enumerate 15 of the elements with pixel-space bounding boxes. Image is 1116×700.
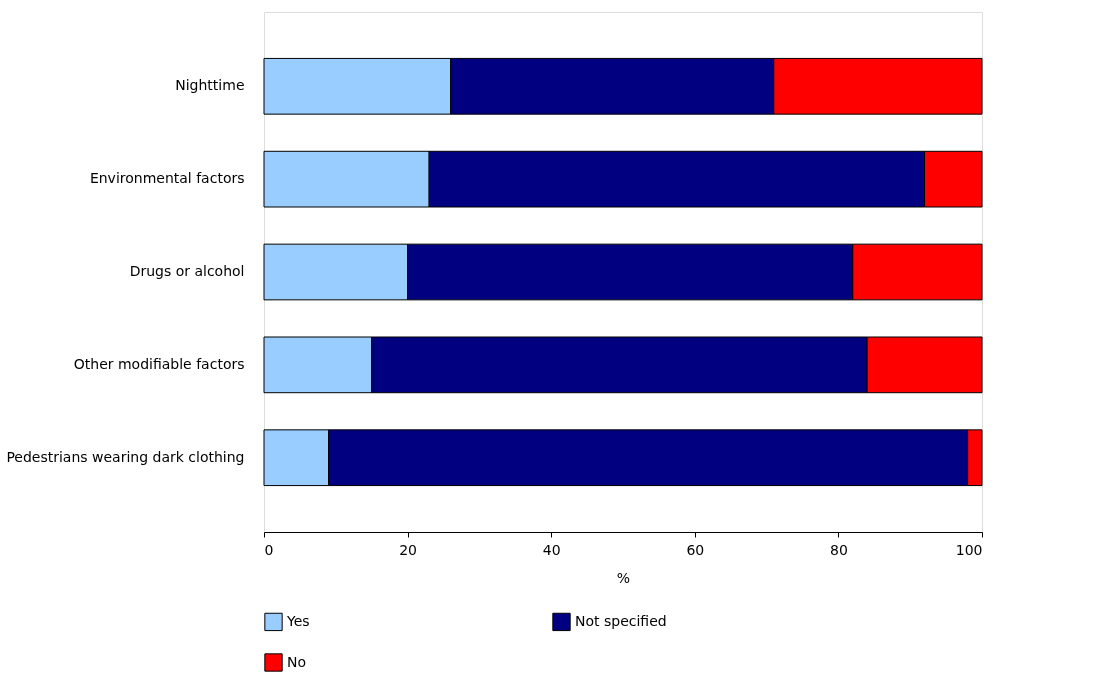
x-tick-label: 40 [542, 541, 561, 558]
x-tick-label: 60 [686, 541, 705, 558]
y-tick-label: Other modifiable factors [73, 355, 245, 372]
y-tick-label: Pedestrians wearing dark clothing [6, 448, 245, 465]
x-tick-label: 100 [955, 541, 983, 558]
y-tick-label: Environmental factors [89, 170, 245, 187]
x-tick-label: 80 [829, 541, 848, 558]
y-tick-label: Nighttime [175, 77, 245, 94]
x-tick-label: 20 [399, 541, 418, 558]
x-axis-title: % [616, 569, 631, 586]
legend-label: Not specified [575, 612, 667, 629]
x-tick-label: 0 [264, 541, 274, 558]
y-tick-label: Drugs or alcohol [129, 263, 245, 279]
legend-label: Yes [286, 612, 310, 629]
legend-label: No [287, 653, 307, 670]
